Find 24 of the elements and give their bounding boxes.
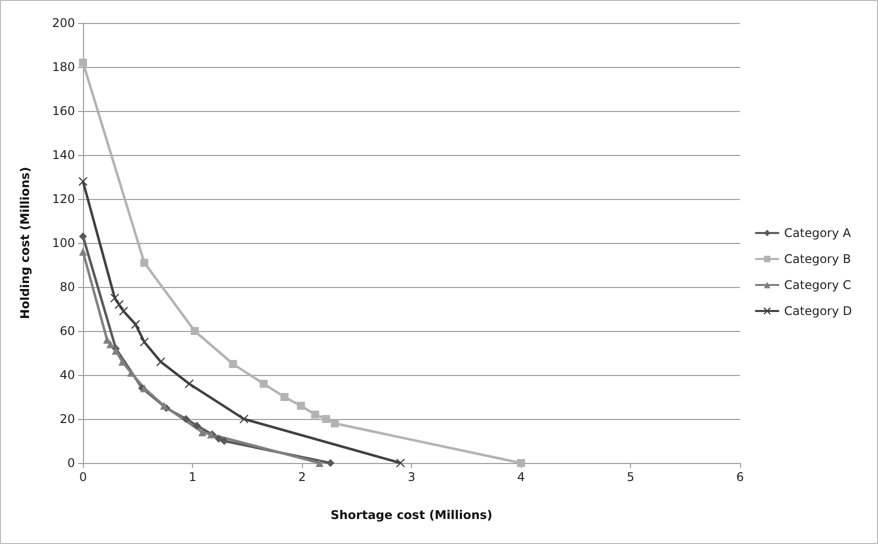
y-tick-label: 0 [67, 456, 75, 470]
legend-label: Category C [784, 278, 852, 292]
legend-label: Category D [784, 304, 852, 318]
y-tick-label: 60 [60, 324, 75, 338]
y-tick-label: 20 [60, 412, 75, 426]
x-tick-label: 2 [298, 470, 306, 484]
y-tick-label: 160 [52, 104, 75, 118]
x-tick-label: 3 [408, 470, 416, 484]
x-tick-label: 1 [188, 470, 196, 484]
legend-label: Category B [784, 252, 852, 266]
x-tick-label: 0 [79, 470, 87, 484]
y-axis-title: Holding cost (Millions) [18, 166, 32, 320]
y-tick-label: 140 [52, 148, 75, 162]
x-tick-label: 6 [736, 470, 744, 484]
x-axis-title: Shortage cost (Millions) [330, 508, 492, 522]
y-tick-label: 100 [52, 236, 75, 250]
y-tick-label: 120 [52, 192, 75, 206]
x-tick-label: 5 [626, 470, 634, 484]
y-tick-label: 40 [60, 368, 75, 382]
y-tick-label: 80 [60, 280, 75, 294]
y-tick-label: 180 [52, 60, 75, 74]
y-tick-label: 200 [52, 16, 75, 30]
legend-label: Category A [784, 226, 852, 240]
x-tick-label: 4 [517, 470, 525, 484]
